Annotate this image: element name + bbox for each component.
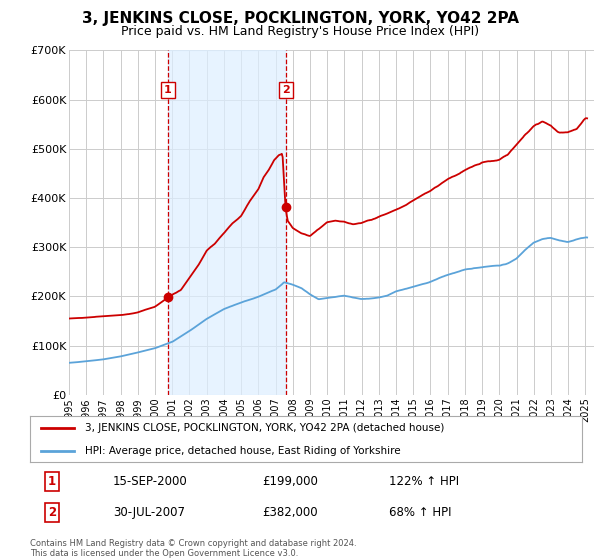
Text: 68% ↑ HPI: 68% ↑ HPI xyxy=(389,506,451,519)
Text: Contains HM Land Registry data © Crown copyright and database right 2024.
This d: Contains HM Land Registry data © Crown c… xyxy=(30,539,356,558)
Text: Price paid vs. HM Land Registry's House Price Index (HPI): Price paid vs. HM Land Registry's House … xyxy=(121,25,479,38)
Text: 2: 2 xyxy=(281,85,289,95)
Text: 3, JENKINS CLOSE, POCKLINGTON, YORK, YO42 2PA (detached house): 3, JENKINS CLOSE, POCKLINGTON, YORK, YO4… xyxy=(85,423,445,432)
Text: £382,000: £382,000 xyxy=(262,506,317,519)
Text: 122% ↑ HPI: 122% ↑ HPI xyxy=(389,475,459,488)
Text: 30-JUL-2007: 30-JUL-2007 xyxy=(113,506,185,519)
Text: 1: 1 xyxy=(164,85,172,95)
Text: HPI: Average price, detached house, East Riding of Yorkshire: HPI: Average price, detached house, East… xyxy=(85,446,401,455)
Text: 1: 1 xyxy=(48,475,56,488)
Text: 3, JENKINS CLOSE, POCKLINGTON, YORK, YO42 2PA: 3, JENKINS CLOSE, POCKLINGTON, YORK, YO4… xyxy=(82,11,518,26)
Text: 2: 2 xyxy=(48,506,56,519)
Text: 15-SEP-2000: 15-SEP-2000 xyxy=(113,475,188,488)
Bar xyxy=(168,50,286,395)
Text: £199,000: £199,000 xyxy=(262,475,318,488)
